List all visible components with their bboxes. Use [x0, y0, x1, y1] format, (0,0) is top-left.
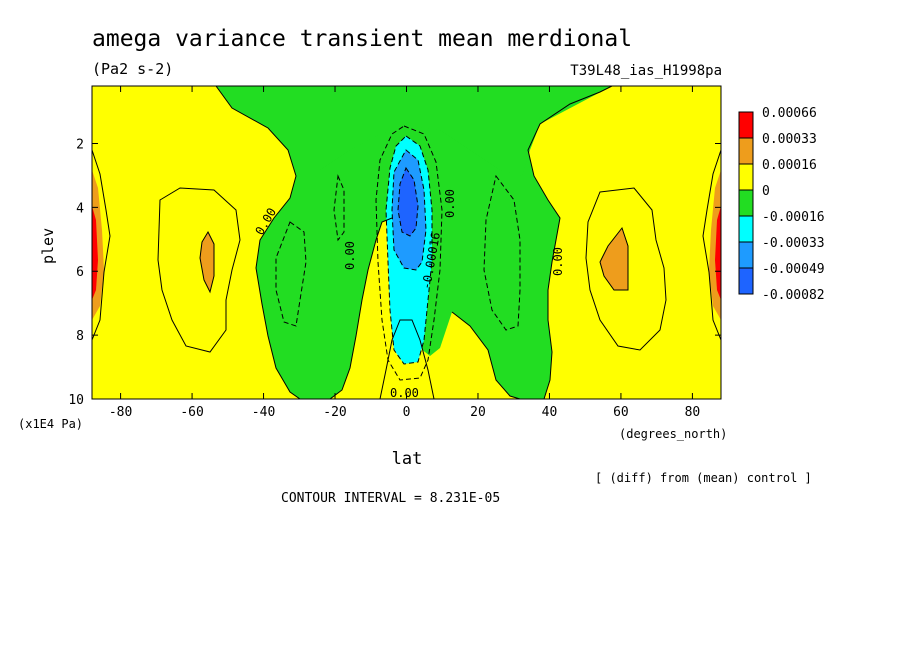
legend-swatch — [738, 189, 754, 217]
legend-label: 0.00066 — [762, 106, 817, 121]
contour-label: 0.00 — [551, 247, 565, 276]
x-tick-label: 40 — [542, 405, 558, 420]
field-edge-left-red — [92, 206, 98, 300]
legend-swatch — [738, 163, 754, 191]
chart-title: amega variance transient mean merdional — [92, 26, 632, 52]
contour-interval-label: CONTOUR INTERVAL = 8.231E-05 — [281, 491, 500, 506]
field-green-top-band — [216, 86, 612, 176]
plot-area: 0.00 0.00 0.00 0.00 0.00 -0.00016 -80 -60… — [68, 85, 722, 420]
x-tick-label: -60 — [180, 405, 203, 420]
legend-label: 0.00016 — [762, 158, 817, 173]
x-tick-label: -40 — [252, 405, 275, 420]
x-axis-units: (degrees_north) — [619, 427, 727, 441]
contour-label: 0.00 — [390, 386, 419, 400]
y-tick-label: 8 — [76, 329, 84, 344]
legend-label: 0.00033 — [762, 132, 817, 147]
contours-solid — [92, 86, 721, 399]
field-edge-right-red — [715, 206, 721, 300]
x-tick-label: -20 — [323, 405, 346, 420]
y-axis-ticks: 2 4 6 8 10 — [68, 137, 721, 408]
field-blue-core — [398, 168, 418, 236]
chart-units: (Pa2 s-2) — [92, 60, 173, 78]
y-axis-label: plev — [39, 228, 57, 264]
legend-label: 0 — [762, 184, 770, 199]
legend-swatch — [738, 215, 754, 243]
x-tick-label: 20 — [470, 405, 486, 420]
contour-label: 0.00 — [443, 189, 457, 218]
contour-label: 0.00 — [343, 241, 357, 270]
legend-label: -0.00082 — [762, 288, 825, 303]
y-tick-label: 10 — [68, 393, 84, 408]
legend-swatch — [738, 267, 754, 295]
x-tick-label: 80 — [685, 405, 701, 420]
color-legend: 0.00066 0.00033 0.00016 0 -0.00016 -0.00033 -0… — [738, 106, 825, 303]
field-orange-right — [600, 228, 628, 290]
legend-swatch — [738, 111, 754, 139]
diff-note: [ (diff) from (mean) control ] — [595, 471, 812, 485]
legend-label: -0.00049 — [762, 262, 825, 277]
legend-label: -0.00033 — [762, 236, 825, 251]
legend-swatch — [738, 241, 754, 269]
legend-label: -0.00016 — [762, 210, 825, 225]
x-tick-label: 60 — [613, 405, 629, 420]
y-tick-label: 4 — [76, 201, 84, 216]
y-axis-units: (x1E4 Pa) — [18, 417, 83, 431]
x-axis-ticks: -80 -60 -40 -20 0 20 40 60 80 — [109, 86, 700, 420]
contours-dashed — [275, 125, 521, 381]
y-tick-label: 6 — [76, 265, 84, 280]
legend-swatch — [738, 137, 754, 165]
x-axis-label: lat — [392, 449, 423, 469]
x-tick-label: -80 — [109, 405, 132, 420]
x-tick-label: 0 — [403, 405, 411, 420]
dataset-label: T39L48_ias_H1998pa — [570, 63, 722, 79]
y-tick-label: 2 — [76, 137, 84, 152]
